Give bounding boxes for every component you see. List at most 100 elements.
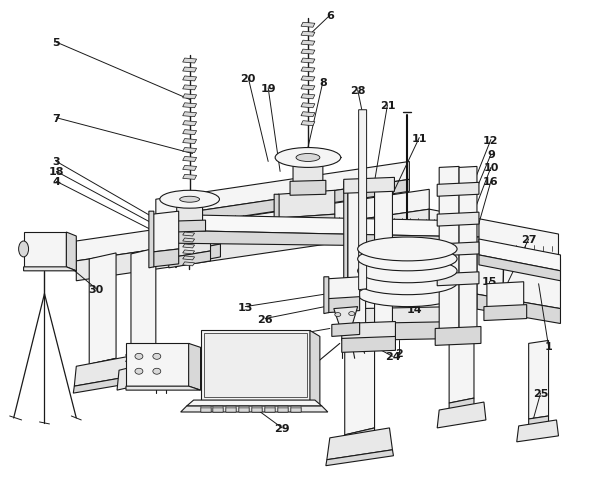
Polygon shape (183, 263, 195, 266)
Polygon shape (183, 121, 196, 126)
Polygon shape (183, 232, 195, 237)
Polygon shape (429, 210, 558, 257)
Polygon shape (117, 360, 161, 390)
Text: 6: 6 (326, 11, 334, 21)
Text: 14: 14 (407, 304, 422, 314)
Text: 24: 24 (384, 351, 400, 361)
Polygon shape (437, 242, 479, 256)
Polygon shape (278, 407, 288, 412)
Polygon shape (301, 112, 315, 118)
Ellipse shape (358, 271, 457, 295)
Polygon shape (183, 157, 196, 162)
Polygon shape (265, 408, 275, 413)
Text: 20: 20 (241, 74, 256, 84)
Text: 7: 7 (53, 113, 60, 123)
Polygon shape (429, 232, 558, 277)
Polygon shape (278, 407, 288, 412)
Polygon shape (359, 110, 367, 290)
Text: 29: 29 (274, 423, 290, 433)
Polygon shape (344, 182, 347, 330)
Ellipse shape (358, 248, 457, 271)
Polygon shape (239, 406, 250, 411)
Text: 17: 17 (123, 354, 139, 363)
Polygon shape (301, 77, 315, 82)
Polygon shape (293, 162, 323, 183)
Polygon shape (126, 386, 201, 390)
Polygon shape (291, 408, 301, 413)
Polygon shape (301, 23, 315, 28)
Polygon shape (291, 407, 301, 412)
Polygon shape (358, 307, 457, 329)
Ellipse shape (335, 313, 341, 317)
Polygon shape (449, 398, 474, 415)
Text: 11: 11 (411, 133, 427, 144)
Polygon shape (301, 86, 315, 91)
Polygon shape (347, 181, 365, 329)
Polygon shape (183, 166, 196, 171)
Polygon shape (344, 178, 395, 194)
Polygon shape (301, 68, 315, 73)
Text: 1: 1 (544, 342, 552, 352)
Polygon shape (187, 400, 322, 406)
Polygon shape (301, 59, 315, 64)
Polygon shape (265, 407, 275, 412)
Polygon shape (253, 408, 262, 413)
Polygon shape (487, 282, 524, 309)
Polygon shape (471, 243, 477, 310)
Polygon shape (183, 251, 195, 254)
Polygon shape (149, 212, 154, 268)
Polygon shape (226, 408, 236, 413)
Polygon shape (183, 77, 196, 82)
Polygon shape (214, 406, 223, 411)
Polygon shape (156, 230, 479, 248)
Polygon shape (183, 148, 196, 153)
Polygon shape (356, 322, 459, 341)
Polygon shape (183, 95, 196, 100)
Polygon shape (183, 104, 196, 108)
Polygon shape (226, 407, 236, 412)
Polygon shape (76, 210, 429, 281)
Polygon shape (183, 256, 195, 260)
Polygon shape (153, 250, 179, 267)
Polygon shape (177, 203, 202, 223)
Polygon shape (253, 407, 262, 412)
Text: 2: 2 (396, 348, 404, 359)
Polygon shape (374, 181, 392, 331)
Polygon shape (328, 297, 359, 313)
Polygon shape (301, 104, 315, 108)
Polygon shape (437, 183, 479, 197)
Polygon shape (341, 337, 395, 353)
Ellipse shape (19, 241, 29, 257)
Text: 5: 5 (53, 38, 60, 48)
Polygon shape (278, 406, 288, 411)
Polygon shape (344, 428, 374, 450)
Ellipse shape (358, 283, 457, 307)
Polygon shape (189, 344, 201, 390)
Text: 16: 16 (483, 177, 498, 187)
Polygon shape (517, 420, 558, 442)
Text: 13: 13 (238, 302, 253, 312)
Polygon shape (327, 428, 392, 460)
Polygon shape (183, 175, 196, 180)
Polygon shape (301, 41, 315, 46)
Polygon shape (529, 341, 549, 419)
Ellipse shape (153, 369, 161, 374)
Polygon shape (437, 213, 479, 227)
Polygon shape (183, 131, 196, 135)
Text: 19: 19 (260, 84, 276, 94)
Polygon shape (183, 112, 196, 118)
Polygon shape (290, 181, 326, 196)
Polygon shape (301, 50, 315, 55)
Polygon shape (291, 406, 301, 411)
Polygon shape (73, 376, 132, 393)
Polygon shape (201, 408, 211, 413)
Text: 22: 22 (381, 259, 397, 269)
Polygon shape (274, 195, 279, 229)
Polygon shape (301, 32, 315, 37)
Polygon shape (328, 277, 359, 301)
Polygon shape (24, 267, 76, 271)
Ellipse shape (358, 295, 457, 319)
Ellipse shape (135, 369, 143, 374)
Polygon shape (326, 450, 393, 466)
Polygon shape (437, 272, 479, 286)
